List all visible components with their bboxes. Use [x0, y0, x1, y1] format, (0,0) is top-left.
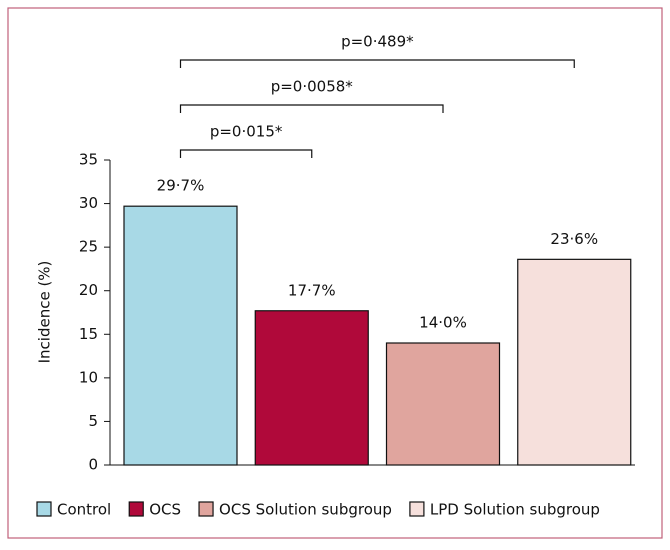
legend-swatch	[409, 501, 425, 517]
y-tick-label: 25	[79, 238, 98, 256]
annotation: p=0·0058*	[271, 78, 354, 96]
y-tick-label: 35	[79, 151, 98, 169]
legend-swatch	[198, 501, 214, 517]
legend-label: LPD Solution subgroup	[430, 501, 600, 519]
legend-label: Control	[57, 501, 111, 519]
legend-label: OCS Solution subgroup	[219, 501, 392, 519]
y-axis-label: Incidence (%)	[36, 261, 54, 364]
value-label: 23·6%	[550, 230, 598, 248]
legend-swatch	[36, 501, 52, 517]
y-tick-label: 0	[88, 456, 98, 474]
y-tick-label: 15	[79, 325, 98, 343]
value-label: 17·7%	[288, 281, 336, 299]
significance-bracket	[179, 104, 444, 113]
legend-label: OCS	[149, 501, 181, 519]
annotation: p=0·015*	[210, 123, 283, 141]
bar	[254, 310, 369, 466]
frame	[7, 7, 663, 539]
value-label: 14·0%	[419, 314, 467, 332]
legend-swatch	[128, 501, 144, 517]
significance-bracket	[179, 59, 575, 68]
significance-bracket	[179, 149, 313, 158]
bar	[517, 258, 632, 466]
y-tick-label: 30	[79, 194, 98, 212]
y-tick-label: 10	[79, 368, 98, 386]
bar	[123, 205, 238, 466]
bar	[385, 342, 501, 466]
y-tick-label: 5	[88, 412, 98, 430]
y-tick-label: 20	[79, 281, 98, 299]
value-label: 29·7%	[157, 177, 205, 195]
annotation: p=0·489*	[341, 33, 414, 51]
